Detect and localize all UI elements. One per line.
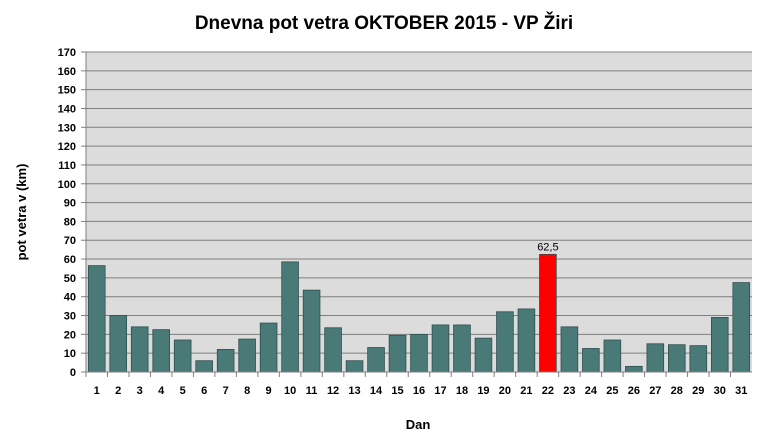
bar-day-18: [453, 324, 471, 373]
bar-day-1: [87, 265, 106, 373]
x-tick-label: 18: [456, 385, 468, 397]
y-tick-label: 10: [64, 348, 76, 360]
x-tick-label: 19: [477, 385, 489, 397]
x-tick-label: 4: [158, 385, 165, 397]
bar-day-21: [517, 308, 536, 373]
y-tick-label: 160: [58, 66, 76, 78]
bar-day-23: [560, 326, 579, 373]
x-tick-label: 24: [585, 385, 598, 397]
y-tick-label: 40: [64, 292, 76, 304]
bar-day-22: [539, 253, 557, 373]
bar-day-19: [474, 337, 493, 373]
y-tick-label: 30: [64, 311, 76, 323]
bar-day-7: [216, 349, 235, 373]
bar-day-17: [431, 324, 450, 373]
data-label: 62,5: [537, 241, 558, 253]
x-tick-label: 17: [434, 385, 446, 397]
gridlines: [86, 51, 752, 354]
x-tick-label: 12: [327, 385, 339, 397]
x-tick-label: 16: [413, 385, 425, 397]
x-tick-label: 25: [606, 385, 618, 397]
bar-day-20: [496, 311, 514, 373]
bars: [87, 253, 751, 373]
x-axis-label: Dan: [406, 417, 431, 432]
bar-day-9: [259, 322, 278, 373]
x-tick-label: 13: [348, 385, 360, 397]
bar-day-15: [388, 334, 407, 373]
y-tick-label: 150: [58, 85, 76, 97]
x-tick-label: 29: [692, 385, 704, 397]
chart-title: Dnevna pot vetra OKTOBER 2015 - VP Žiri: [195, 12, 573, 34]
bar-day-24: [582, 348, 600, 373]
bar-day-26: [625, 365, 643, 373]
x-tick-label: 11: [306, 385, 318, 397]
bar-day-13: [345, 360, 364, 373]
bar-day-8: [238, 338, 256, 373]
x-tick-label: 27: [649, 385, 661, 397]
bar-day-30: [710, 317, 729, 373]
x-tick-label: 23: [563, 385, 575, 397]
x-tick-label: 21: [520, 385, 532, 397]
y-tick-label: 90: [64, 198, 76, 210]
y-tick-label: 140: [58, 103, 76, 115]
y-tick-label: 130: [58, 122, 76, 134]
x-tick-label: 22: [542, 385, 554, 397]
bar-day-6: [195, 360, 213, 373]
x-tick-label: 31: [735, 385, 747, 397]
y-axis-ticks: 0 10 20 30 40 50 60 70 80 90 100 110 120 130 140 150 160…: [58, 47, 86, 379]
y-axis-label: pot vetra v (km): [14, 164, 29, 261]
x-tick-label: 9: [266, 385, 272, 397]
x-tick-label: 1: [94, 385, 100, 397]
y-tick-label: 60: [64, 254, 76, 266]
y-tick-label: 70: [64, 235, 76, 247]
x-tick-label: 28: [671, 385, 683, 397]
bar-day-5: [173, 339, 192, 373]
x-tick-label: 2: [115, 385, 121, 397]
x-tick-label: 7: [223, 385, 229, 397]
bar-day-11: [302, 289, 321, 373]
y-tick-label: 0: [70, 367, 76, 379]
x-tick-label: 5: [180, 385, 186, 397]
bar-day-16: [410, 333, 428, 373]
y-tick-label: 50: [64, 273, 76, 285]
x-tick-label: 15: [391, 385, 403, 397]
y-tick-label: 110: [58, 160, 76, 172]
bar-day-3: [130, 326, 149, 373]
bar-day-10: [281, 261, 299, 373]
x-tick-label: 26: [628, 385, 640, 397]
x-tick-label: 3: [137, 385, 143, 397]
x-axis-ticks: 1 2 3 4 5 6 7 8 9 10 11 12 13 14 15 16 17 18 19 20 21 22 23 24 2…: [85, 372, 747, 397]
x-tick-label: 30: [714, 385, 726, 397]
bar-day-28: [668, 344, 686, 373]
x-tick-label: 20: [499, 385, 511, 397]
y-tick-label: 120: [58, 141, 76, 153]
y-tick-label: 20: [64, 329, 76, 341]
bar-day-4: [152, 329, 170, 373]
bar-day-29: [689, 345, 708, 373]
plot-area: [86, 52, 752, 372]
x-tick-label: 8: [244, 385, 250, 397]
bar-day-31: [732, 282, 751, 373]
data-labels: 62,5: [537, 241, 558, 253]
y-tick-label: 80: [64, 216, 76, 228]
bar-day-25: [603, 339, 622, 373]
x-tick-label: 10: [284, 385, 296, 397]
x-tick-label: 14: [370, 385, 383, 397]
y-tick-label: 100: [58, 179, 76, 191]
bar-day-27: [646, 343, 665, 373]
x-tick-label: 6: [201, 385, 207, 397]
y-tick-label: 170: [58, 47, 76, 59]
bar-day-12: [324, 327, 342, 373]
bar-day-14: [367, 347, 385, 373]
bar-day-2: [109, 315, 128, 373]
